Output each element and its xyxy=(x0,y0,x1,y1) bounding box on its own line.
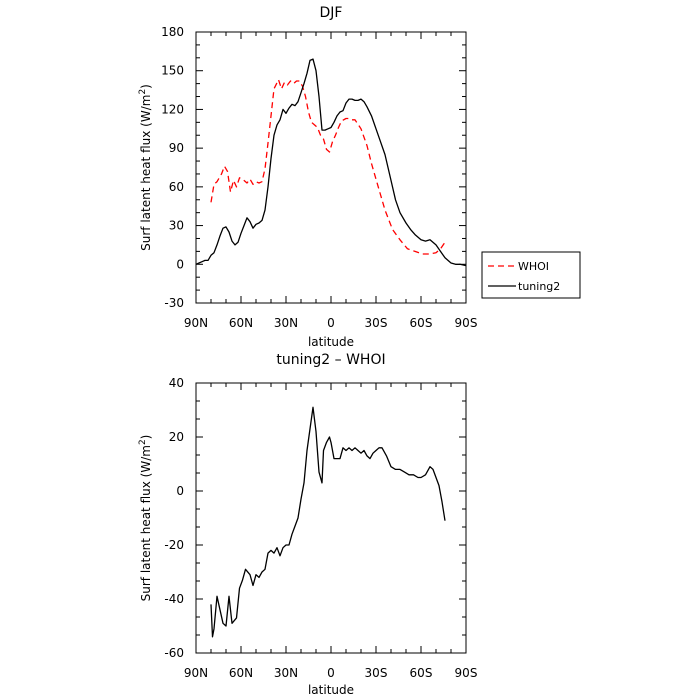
y-axis-label-close: ) xyxy=(139,435,153,440)
y-tick-label: 20 xyxy=(169,430,184,444)
chart-panel-2: tuning2 – WHOI 90N 60N 30N 0 30S 60S 90S -60 -40 -… xyxy=(138,352,477,697)
x-tick-label: 30N xyxy=(274,316,298,330)
x-tick-label: 60S xyxy=(410,316,433,330)
y-tick-label: 0 xyxy=(176,484,184,498)
y-tick-label: 0 xyxy=(176,257,184,271)
y-tick-label: 60 xyxy=(169,180,184,194)
chart-title: tuning2 – WHOI xyxy=(276,352,385,368)
y-axis-label-main: Surf latent heat flux (W/m xyxy=(139,445,153,601)
x-axis-label: latitude xyxy=(308,683,354,697)
chart-title: DJF xyxy=(320,5,343,21)
y-axis-label: Surf latent heat flux (W/m2) xyxy=(138,84,153,251)
x-tick-label: 0 xyxy=(327,316,335,330)
x-tick-label: 90S xyxy=(455,316,478,330)
y-axis-label-superscript: 2 xyxy=(138,89,148,95)
legend-label-tuning2: tuning2 xyxy=(518,280,560,293)
y-axis-label-superscript: 2 xyxy=(138,439,148,445)
x-tick-label: 60N xyxy=(229,666,253,680)
y-tick-label: 30 xyxy=(169,219,184,233)
y-tick-label: 40 xyxy=(169,376,184,390)
series-line-whoi xyxy=(210,79,446,255)
chart-panel-1: DJF 90N 60N 30N 0 30S 60S 90S -30 0 30 60 90 120 150 18… xyxy=(138,5,581,349)
x-tick-label: 30N xyxy=(274,666,298,680)
y-tick-label: 120 xyxy=(161,102,184,116)
y-tick-label: 180 xyxy=(161,25,184,39)
x-tick-label: 60S xyxy=(410,666,433,680)
x-tick-label: 90N xyxy=(184,316,208,330)
series-line-difference xyxy=(210,406,446,638)
y-tick-label: 150 xyxy=(161,64,184,78)
x-tick-label: 90S xyxy=(455,666,478,680)
plot-frame xyxy=(195,31,467,304)
series-line-tuning2 xyxy=(195,58,467,267)
legend: WHOI tuning2 xyxy=(481,251,581,299)
x-tick-label: 0 xyxy=(327,666,335,680)
x-axis-label: latitude xyxy=(308,335,354,349)
x-tick-label: 30S xyxy=(365,666,388,680)
y-axis-label: Surf latent heat flux (W/m2) xyxy=(138,435,153,602)
y-axis-label-close: ) xyxy=(139,84,153,89)
y-tick-label: -20 xyxy=(164,538,184,552)
x-tick-label: 30S xyxy=(365,316,388,330)
y-tick-label: 90 xyxy=(169,141,184,155)
x-tick-label: 90N xyxy=(184,666,208,680)
legend-box xyxy=(481,251,581,299)
y-tick-label: -40 xyxy=(164,592,184,606)
x-tick-label: 60N xyxy=(229,316,253,330)
y-axis-label-main: Surf latent heat flux (W/m xyxy=(139,95,153,251)
legend-label-whoi: WHOI xyxy=(518,260,549,273)
y-tick-label: -60 xyxy=(164,646,184,660)
y-tick-label: -30 xyxy=(164,296,184,310)
